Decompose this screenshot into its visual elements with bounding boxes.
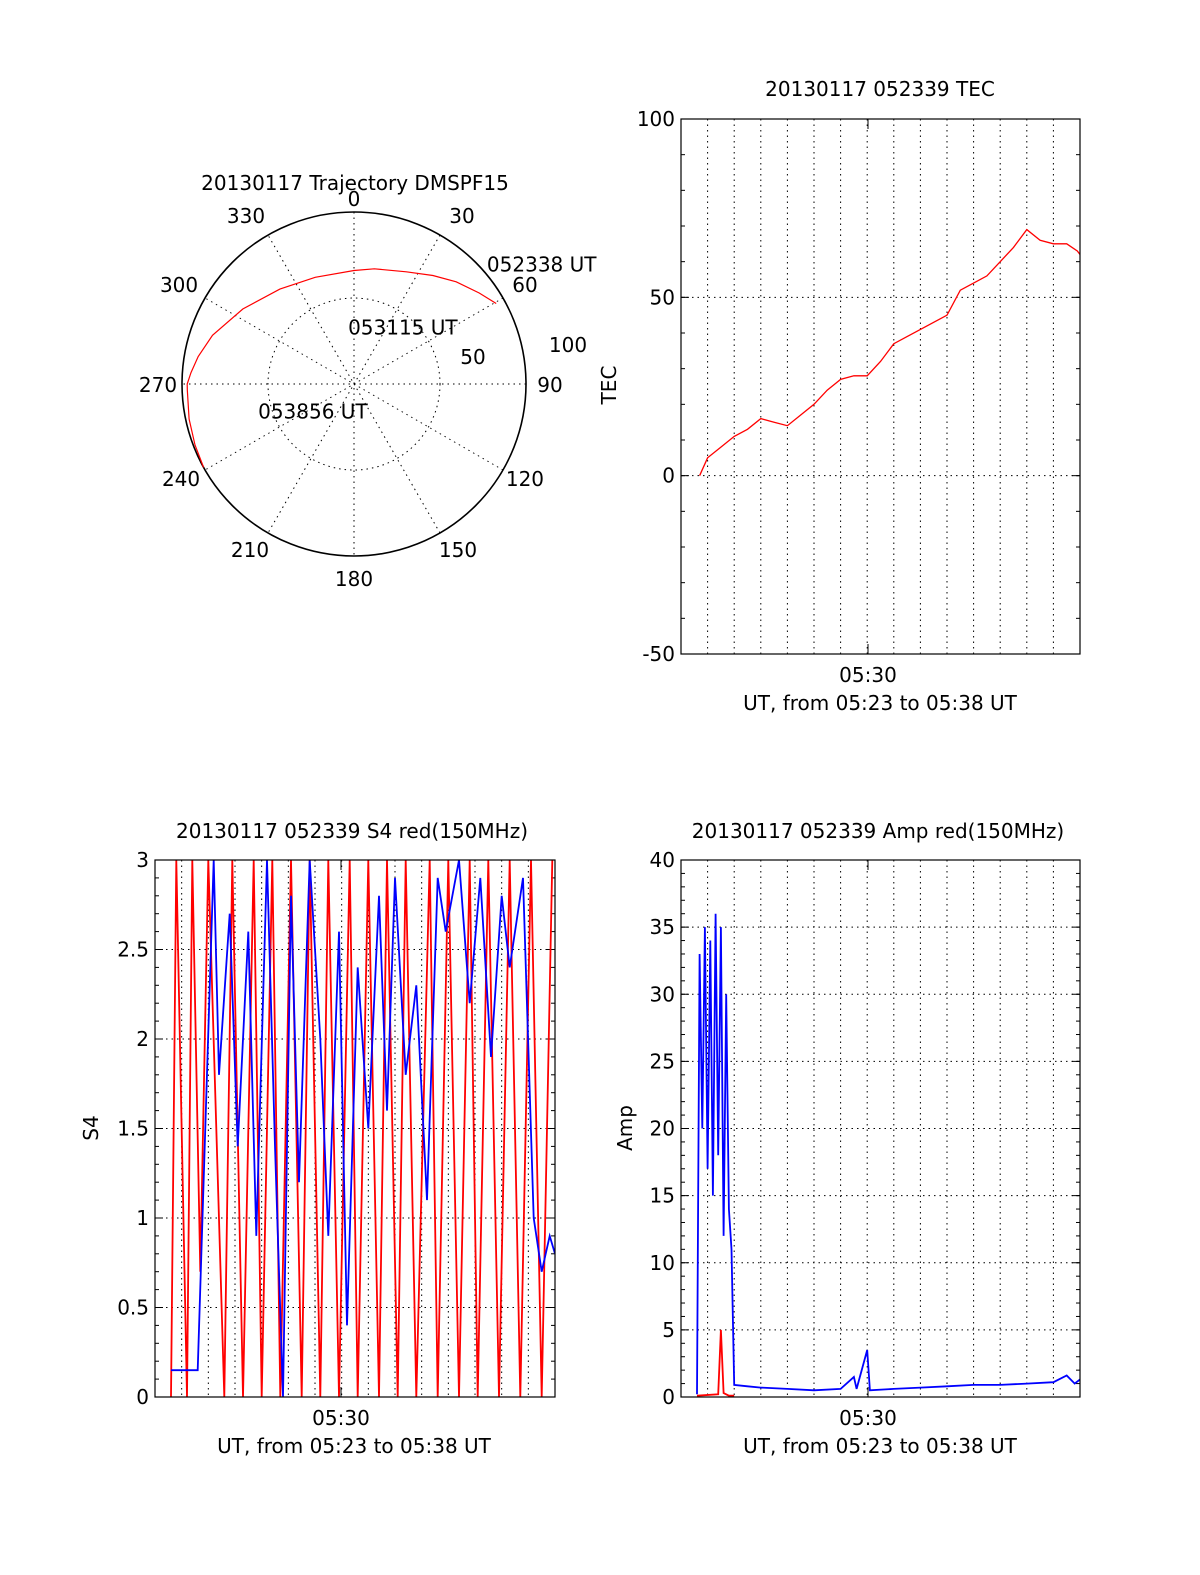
polar-azimuth-label: 330 (227, 204, 265, 228)
polar-azimuth-label: 240 (162, 467, 200, 491)
s4-frame (154, 859, 556, 1398)
tec-ytick-label: 100 (637, 107, 675, 131)
polar-azimuth-label: 180 (335, 567, 373, 591)
amp-frame (680, 859, 1081, 1398)
tec-title: 20130117 052339 TEC (765, 77, 995, 101)
polar-time-annotation: 053115 UT (348, 316, 458, 340)
polar-radial-label: 50 (460, 345, 485, 369)
amp-series-0 (696, 913, 1080, 1395)
polar-azimuth-label: 120 (506, 467, 544, 491)
polar-azimuth-label: 90 (537, 373, 562, 397)
polar-annotations: 052338 UT 053115 UT 053856 UT (258, 252, 597, 423)
s4-title: 20130117 052339 S4 red(150MHz) (176, 819, 528, 843)
polar-spoke-150 (267, 234, 441, 534)
s4-ytick-label: 3 (136, 848, 149, 872)
amp-ytick-label: 40 (650, 848, 675, 872)
amp-ytick-label: 35 (650, 915, 675, 939)
polar-radial-labels: 50 100 (460, 333, 587, 369)
polar-azimuth-label: 150 (439, 538, 477, 562)
trajectory-polar-plot: 20130117 Trajectory DMSPF15 0 30 60 90 120 15… (139, 171, 597, 591)
tec-series-0 (699, 228, 1080, 476)
amp-xlabel: UT, from 05:23 to 05:38 UT (743, 1434, 1018, 1458)
polar-inner-circle (267, 297, 441, 471)
polar-azimuth-labels: 0 30 60 90 120 150 180 210 240 270 300 330 (139, 187, 563, 591)
s4-series-1 (171, 860, 555, 1397)
polar-azimuth-label: 60 (512, 273, 537, 297)
amp-series-1 (696, 1329, 735, 1397)
s4-ytick-label: 2 (136, 1027, 149, 1051)
tec-frame (680, 118, 1081, 655)
amp-ytick-label: 0 (662, 1385, 675, 1409)
s4-ytick-label: 1.5 (117, 1117, 149, 1141)
amp-ytick-label: 25 (650, 1049, 675, 1073)
tec-ytick-label: 0 (662, 464, 675, 488)
amp-title: 20130117 052339 Amp red(150MHz) (692, 819, 1064, 843)
polar-time-annotation: 052338 UT (487, 252, 597, 276)
tec-ylabel: TEC (597, 366, 621, 406)
s4-ytick-label: 2.5 (117, 938, 149, 962)
amp-ytick-label: 10 (650, 1251, 675, 1275)
amp-ylabel: Amp (613, 1105, 637, 1151)
tec-ytick-label: 50 (650, 285, 675, 309)
polar-time-annotation: 053856 UT (258, 399, 368, 423)
s4-xlabel: UT, from 05:23 to 05:38 UT (217, 1434, 492, 1458)
s4-ytick-label: 0.5 (117, 1296, 149, 1320)
tec-xtick-label: 05:30 (839, 663, 897, 687)
s4-ytick-label: 1 (136, 1206, 149, 1230)
polar-azimuth-label: 270 (139, 373, 177, 397)
amp-ytick-label: 30 (650, 982, 675, 1006)
tec-panel: 20130117 052339 TEC TEC 05:30 UT, from 0… (597, 77, 1081, 715)
amp-ytick-label: 15 (650, 1184, 675, 1208)
amp-panel: 20130117 052339 Amp red(150MHz) Amp 05:3… (613, 819, 1081, 1458)
polar-azimuth-label: 0 (348, 187, 361, 211)
amp-xtick-label: 05:30 (839, 1406, 897, 1430)
tec-xlabel: UT, from 05:23 to 05:38 UT (743, 691, 1018, 715)
polar-radial-label: 100 (549, 333, 587, 357)
polar-trajectory-series (186, 268, 497, 468)
s4-xtick-label: 05:30 (312, 1406, 370, 1430)
s4-panel: 20130117 052339 S4 red(150MHz) S4 05:30 … (79, 819, 556, 1458)
tec-ytick-label: -50 (642, 642, 675, 666)
polar-trajectory-line (186, 268, 497, 468)
trajectory-title: 20130117 Trajectory DMSPF15 (201, 171, 509, 195)
polar-grid (181, 211, 527, 557)
amp-ytick-label: 5 (662, 1318, 675, 1342)
s4-ylabel: S4 (79, 1115, 103, 1140)
s4-ytick-label: 0 (136, 1385, 149, 1409)
amp-ytick-label: 20 (650, 1117, 675, 1141)
polar-azimuth-label: 210 (231, 538, 269, 562)
polar-azimuth-label: 300 (160, 273, 198, 297)
polar-azimuth-label: 30 (449, 204, 474, 228)
